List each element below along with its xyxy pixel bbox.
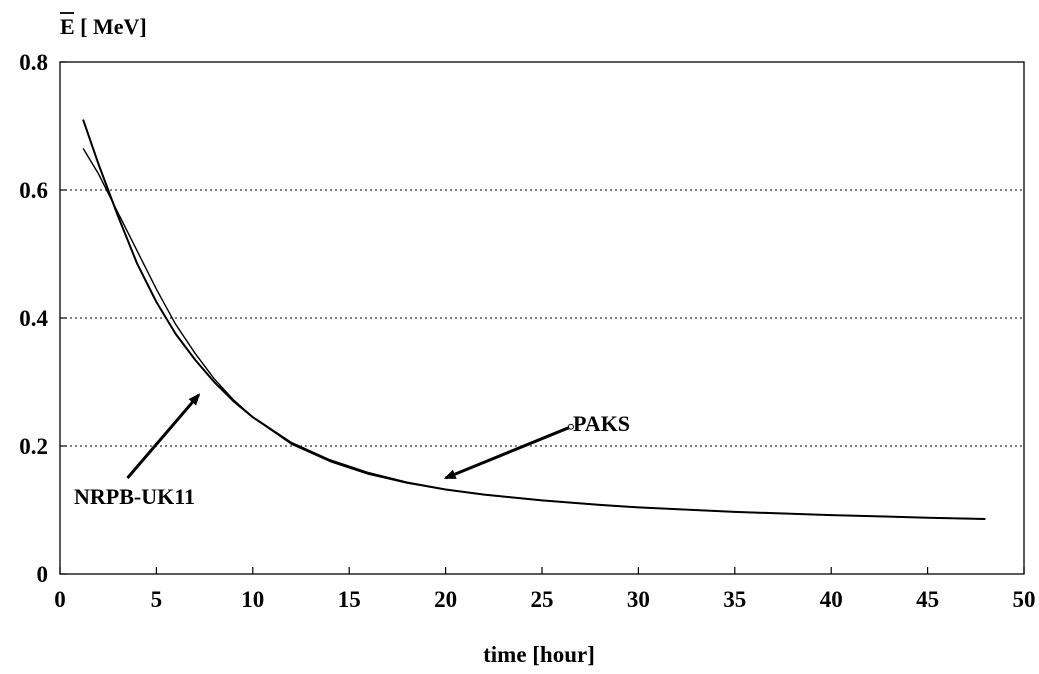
x-tick-label-4: 20 xyxy=(434,587,457,612)
y-tick-label-4: 0.8 xyxy=(19,50,48,75)
x-tick-label-6: 30 xyxy=(627,587,650,612)
x-tick-label-3: 15 xyxy=(338,587,361,612)
annotation-label-paks: PAKS xyxy=(573,411,630,436)
x-tick-label-9: 45 xyxy=(916,587,939,612)
annotation-arrow-nrpb-uk11 xyxy=(126,393,201,479)
series-line-paks xyxy=(82,119,986,520)
y-tick-label-1: 0.2 xyxy=(19,434,48,459)
gridlines xyxy=(60,189,1024,447)
series-lines xyxy=(82,119,986,520)
x-tick-label-10: 50 xyxy=(1013,587,1036,612)
x-tick-label-0: 0 xyxy=(54,587,66,612)
y-tick-label-2: 0.4 xyxy=(19,306,48,331)
tick-labels: 0 5 10 15 20 25 30 35 40 45 50 0 0.2 0.4 0.6 0.8 xyxy=(19,50,1035,612)
annotations: PAKS NRPB-UK11 xyxy=(74,393,630,509)
x-tick-label-7: 35 xyxy=(723,587,746,612)
x-axis-label: time [hour] xyxy=(483,642,595,667)
annotation-arrow-tail-paks xyxy=(567,423,574,430)
x-tick-label-1: 5 xyxy=(151,587,163,612)
x-tick-label-8: 40 xyxy=(820,587,843,612)
series-line-nrpb-uk11 xyxy=(82,148,986,520)
y-tick-label-3: 0.6 xyxy=(19,178,48,203)
annotation-label-nrpb-uk11: NRPB-UK11 xyxy=(74,484,195,509)
annotation-arrow-paks xyxy=(443,425,572,480)
y-axis-label: E [ MeV] xyxy=(60,14,147,39)
x-tick-label-2: 10 xyxy=(241,587,264,612)
axis-ticks xyxy=(59,61,1025,575)
y-tick-label-0: 0 xyxy=(37,562,49,587)
x-tick-label-5: 25 xyxy=(531,587,554,612)
